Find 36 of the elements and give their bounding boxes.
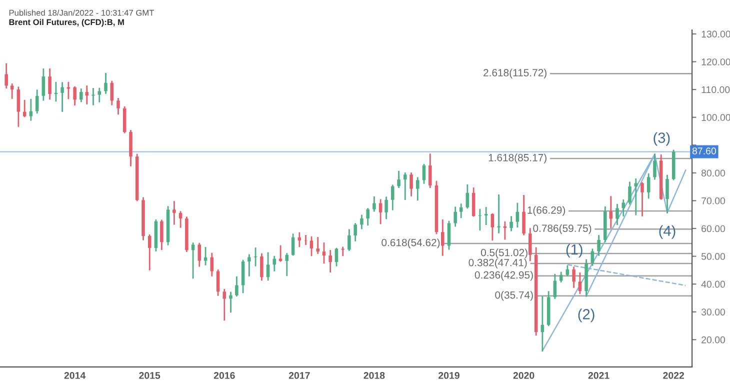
x-tick-label: 2019 bbox=[438, 372, 460, 379]
ref-line-label: 0.618(54.62) bbox=[382, 238, 440, 248]
y-tick-label: 80.00 bbox=[701, 170, 726, 177]
y-tick-label: 20.00 bbox=[702, 336, 726, 344]
y-tick-label: 60.00 bbox=[702, 225, 726, 232]
chart-title: Brent Oil Futures, (CFD):B, M bbox=[9, 18, 124, 27]
y-tick-label: 120.00 bbox=[702, 58, 730, 66]
ref-line-label: 1.618(85.17) bbox=[488, 154, 546, 164]
ref-line-label: 2.618(115.72) bbox=[484, 68, 546, 78]
ref-line-label: 0.5(51.02) bbox=[480, 248, 528, 258]
ref-line-label: 0.382(47.41) bbox=[468, 258, 527, 268]
x-tick-label: 2021 bbox=[588, 372, 610, 379]
y-tick-label: 50.00 bbox=[701, 253, 726, 260]
y-tick-label: 70.00 bbox=[702, 197, 726, 204]
annotation: (3) bbox=[654, 132, 670, 146]
x-tick-label: 2016 bbox=[214, 372, 235, 379]
x-tick-label: 2017 bbox=[288, 372, 310, 379]
y-tick-label: 100.00 bbox=[702, 114, 730, 121]
ref-line-label: 87.60 bbox=[692, 147, 716, 154]
x-tick-label: 2018 bbox=[364, 372, 385, 379]
annotation: (2) bbox=[578, 308, 594, 322]
y-tick-label: 40.00 bbox=[701, 280, 726, 288]
ref-line-label: 1(66.29) bbox=[528, 206, 566, 216]
ref-line-label: 0.236(42.95) bbox=[474, 271, 533, 281]
x-tick-label: 2014 bbox=[64, 372, 86, 379]
y-tick-label: 110.00 bbox=[702, 86, 730, 94]
x-tick-label: 2022 bbox=[663, 372, 684, 379]
ref-line-label: 0(35.74) bbox=[495, 291, 533, 301]
annotation: (4) bbox=[659, 225, 676, 239]
x-tick-label: 2015 bbox=[139, 372, 160, 379]
y-tick-label: 130.00 bbox=[702, 30, 730, 38]
x-tick-label: 2020 bbox=[513, 372, 534, 379]
y-tick-label: 30.00 bbox=[701, 308, 726, 316]
ref-line-label: 0.786(59.75) bbox=[533, 224, 592, 234]
annotation: (1) bbox=[566, 244, 582, 258]
text: Published 18/Jan/2022 - 10:31:47 GMT bbox=[9, 10, 154, 16]
